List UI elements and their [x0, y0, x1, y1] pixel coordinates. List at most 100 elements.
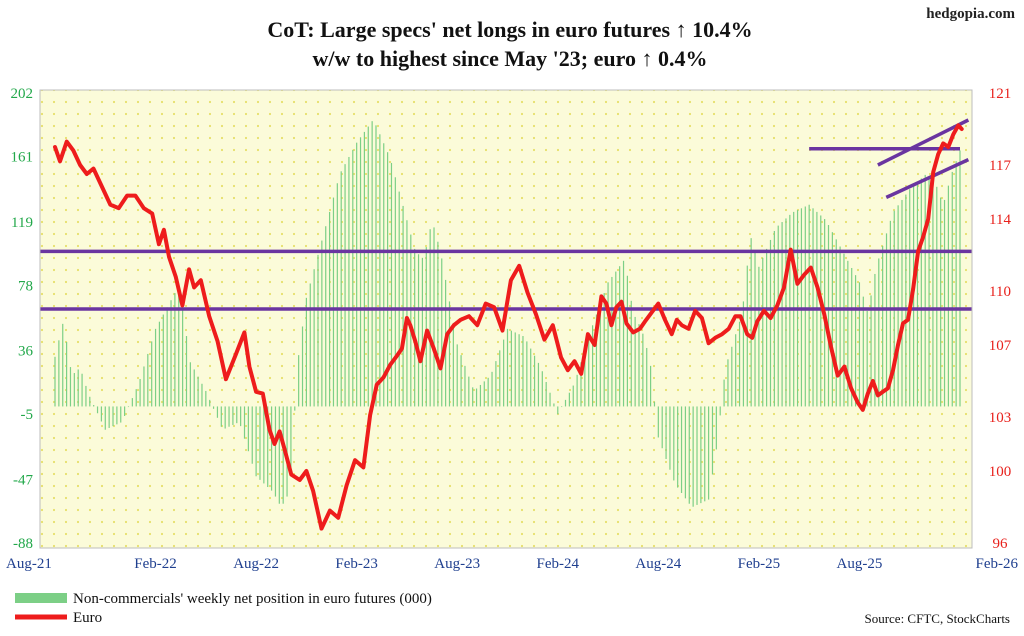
source-note: Source: CFTC, StockCharts: [864, 611, 1010, 626]
net-position-bar: [104, 406, 106, 430]
net-position-bar: [518, 334, 520, 407]
net-position-bar: [162, 314, 164, 407]
net-position-bar: [622, 260, 625, 407]
left-axis-tick-label: -88: [13, 536, 33, 552]
net-position-bar: [665, 406, 667, 459]
net-position-bar: [247, 406, 249, 452]
right-axis-ticks: 121 117 114 110 107 103 100 96: [989, 86, 1012, 552]
net-position-bar: [367, 126, 369, 407]
net-position-bar: [870, 295, 872, 407]
net-position-bar: [201, 383, 203, 407]
net-position-bar: [205, 390, 207, 407]
net-position-bar: [599, 303, 601, 407]
chart-title-line-2: w/w to highest since May '23; euro ↑ 0.4…: [313, 46, 708, 71]
net-position-bar: [700, 406, 702, 504]
net-position-bar: [847, 260, 849, 407]
net-position-bar: [719, 406, 721, 416]
net-position-bar: [831, 232, 833, 407]
x-axis-tick-label: Feb-22: [134, 556, 177, 572]
net-position-bar: [189, 362, 191, 407]
net-position-bar: [448, 301, 451, 407]
net-position-bar: [584, 349, 586, 407]
net-position-bar: [321, 240, 323, 407]
net-position-bar: [657, 406, 659, 438]
net-position-bar: [85, 385, 87, 407]
net-position-bar: [495, 361, 497, 407]
net-position-bar: [375, 125, 377, 407]
net-position-bar: [905, 194, 907, 407]
net-position-bar: [394, 177, 396, 407]
net-position-bar: [417, 254, 420, 407]
net-position-bar: [120, 406, 122, 423]
net-position-bar: [638, 324, 640, 407]
net-position-bar: [220, 406, 222, 427]
net-position-bar: [344, 164, 346, 407]
net-position-bar: [290, 406, 292, 472]
right-axis-tick-label: 103: [989, 410, 1012, 426]
net-position-bar: [731, 346, 733, 407]
net-position-bar: [866, 310, 868, 407]
net-position-bar: [661, 406, 663, 449]
x-axis-tick-label: Feb-26: [976, 556, 1019, 572]
net-position-bar: [479, 384, 482, 407]
x-axis-tick-label: Aug-22: [233, 556, 279, 572]
net-position-bar: [692, 406, 694, 507]
net-position-bar: [437, 241, 439, 407]
net-position-bar: [73, 373, 75, 407]
net-position-bar: [93, 405, 95, 407]
net-position-bar: [723, 379, 725, 407]
net-position-bar: [646, 347, 648, 407]
net-position-bar: [634, 316, 636, 407]
net-position-bar: [530, 348, 532, 407]
net-position-bar: [100, 406, 103, 422]
legend-swatch-net-position: [15, 593, 67, 603]
net-position-bar: [301, 326, 304, 407]
net-position-bar: [568, 392, 570, 407]
net-position-bar: [924, 174, 926, 407]
net-position-bar: [66, 341, 68, 407]
net-position-bar: [174, 293, 176, 407]
plot-frame: [39, 89, 973, 549]
net-position-bar: [212, 406, 215, 409]
net-position-bar: [251, 406, 253, 464]
net-position-bar: [116, 406, 118, 425]
net-position-bar: [750, 238, 752, 407]
left-axis-tick-label: -47: [13, 472, 33, 488]
net-position-bar: [383, 143, 385, 407]
net-position-bar: [124, 406, 126, 416]
net-position-bar: [576, 374, 578, 407]
net-position-bar: [680, 406, 683, 493]
net-position-bar: [340, 171, 342, 407]
net-position-bar: [808, 204, 810, 407]
net-position-bar: [591, 325, 594, 407]
net-position-bar: [359, 137, 362, 407]
net-position-bar: [228, 406, 230, 427]
net-position-bar: [402, 205, 404, 407]
net-position-bar: [549, 392, 551, 407]
net-position-bar: [363, 131, 365, 407]
net-position-bar: [940, 197, 942, 407]
net-position-bar: [522, 336, 524, 407]
net-position-bar: [785, 218, 787, 407]
legend-label-euro: Euro: [73, 610, 102, 626]
net-position-bar: [81, 373, 83, 407]
net-position-bar: [951, 171, 953, 407]
net-position-bar: [193, 369, 195, 407]
net-position-bar: [561, 406, 563, 408]
net-position-bar: [410, 234, 412, 407]
net-position-bar: [851, 267, 853, 407]
net-position-bar: [390, 162, 393, 407]
net-position-bar: [827, 225, 830, 407]
net-position-bar: [715, 406, 717, 450]
net-position-bar: [429, 229, 431, 407]
net-position-bar: [885, 233, 888, 407]
net-position-bar: [236, 406, 238, 424]
net-position-bar: [781, 222, 783, 407]
net-position-bar: [398, 191, 400, 407]
net-position-bar: [379, 134, 381, 407]
net-position-bar: [441, 258, 443, 407]
net-position-bar: [421, 257, 424, 407]
left-axis-tick-label: 202: [11, 86, 34, 102]
net-position-bar: [143, 366, 145, 407]
